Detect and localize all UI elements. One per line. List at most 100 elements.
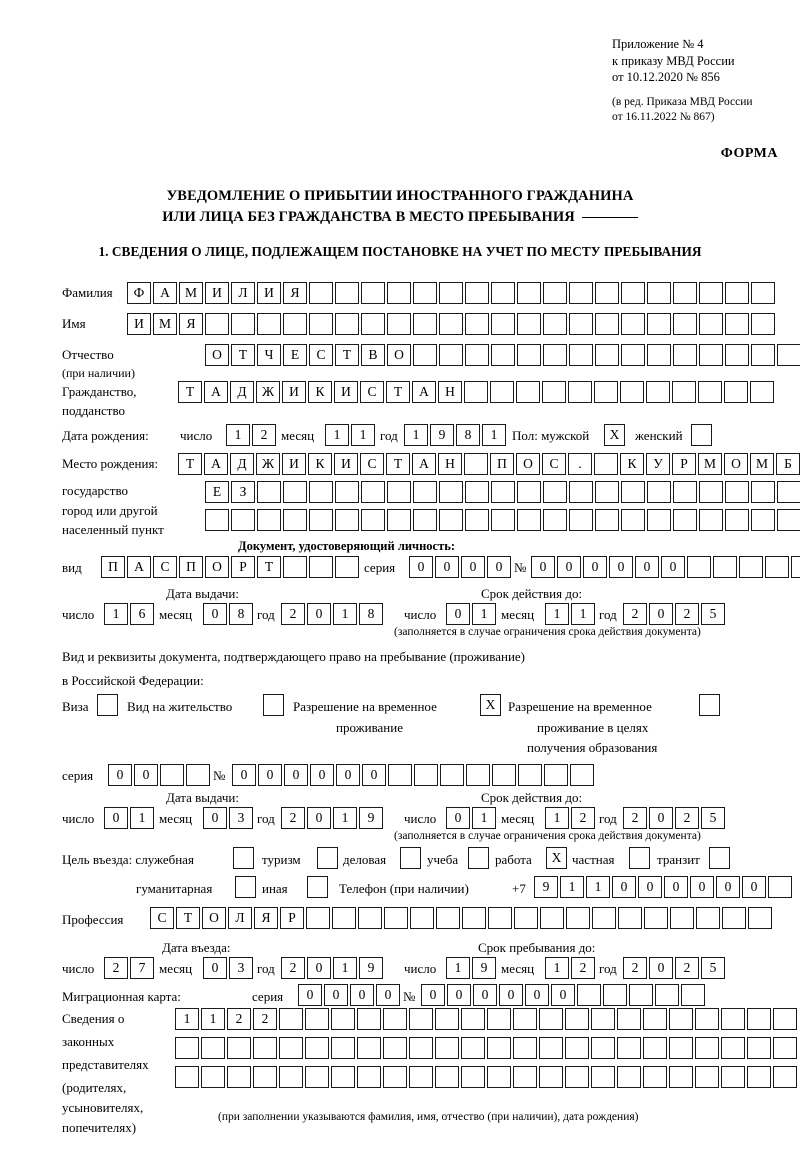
char-cell[interactable] bbox=[491, 509, 515, 531]
char-cell[interactable]: 1 bbox=[586, 876, 610, 898]
char-cell[interactable] bbox=[747, 1066, 771, 1088]
char-cell[interactable] bbox=[591, 1008, 615, 1030]
char-cell[interactable] bbox=[439, 481, 463, 503]
char-cell[interactable] bbox=[387, 282, 411, 304]
char-cell[interactable] bbox=[487, 1066, 511, 1088]
char-cell[interactable]: 1 bbox=[333, 957, 357, 979]
char-cell[interactable]: Т bbox=[178, 381, 202, 403]
char-cell[interactable]: 7 bbox=[130, 957, 154, 979]
char-cell[interactable]: 0 bbox=[421, 984, 445, 1006]
char-cell[interactable]: И bbox=[205, 282, 229, 304]
char-cell[interactable] bbox=[461, 1066, 485, 1088]
char-cell[interactable]: 1 bbox=[472, 807, 496, 829]
char-cell[interactable] bbox=[464, 453, 488, 475]
char-cell[interactable]: Е bbox=[205, 481, 229, 503]
char-cell[interactable] bbox=[283, 313, 307, 335]
char-cell[interactable] bbox=[698, 381, 722, 403]
char-cell[interactable]: 1 bbox=[545, 603, 569, 625]
char-cell[interactable] bbox=[309, 556, 333, 578]
char-cell[interactable] bbox=[279, 1066, 303, 1088]
char-cell[interactable] bbox=[777, 509, 800, 531]
char-cell[interactable]: 5 bbox=[701, 807, 725, 829]
char-cell[interactable]: 0 bbox=[531, 556, 555, 578]
char-cell[interactable]: П bbox=[490, 453, 514, 475]
char-cell[interactable] bbox=[231, 313, 255, 335]
char-cell[interactable]: Д bbox=[230, 453, 254, 475]
char-cell[interactable]: 2 bbox=[253, 1008, 277, 1030]
char-cell[interactable]: С bbox=[360, 381, 384, 403]
char-cell[interactable]: 1 bbox=[472, 603, 496, 625]
char-cell[interactable] bbox=[491, 481, 515, 503]
char-cell[interactable] bbox=[539, 1066, 563, 1088]
char-cell[interactable] bbox=[681, 984, 705, 1006]
char-cell[interactable]: Л bbox=[228, 907, 252, 929]
char-cell[interactable] bbox=[751, 344, 775, 366]
char-cell[interactable] bbox=[595, 509, 619, 531]
char-cell[interactable]: 5 bbox=[701, 957, 725, 979]
char-cell[interactable]: 0 bbox=[376, 984, 400, 1006]
char-cell[interactable] bbox=[594, 381, 618, 403]
char-cell[interactable]: Т bbox=[178, 453, 202, 475]
sex-female-checkbox[interactable] bbox=[691, 424, 712, 446]
char-cell[interactable]: З bbox=[231, 481, 255, 503]
char-cell[interactable]: О bbox=[202, 907, 226, 929]
char-cell[interactable] bbox=[673, 481, 697, 503]
char-cell[interactable]: 9 bbox=[359, 807, 383, 829]
char-cell[interactable]: 0 bbox=[446, 807, 470, 829]
char-cell[interactable]: 0 bbox=[638, 876, 662, 898]
char-cell[interactable]: Т bbox=[176, 907, 200, 929]
char-cell[interactable]: 1 bbox=[104, 603, 128, 625]
char-cell[interactable] bbox=[629, 984, 653, 1006]
char-cell[interactable] bbox=[569, 344, 593, 366]
char-cell[interactable]: 0 bbox=[203, 603, 227, 625]
char-cell[interactable]: Н bbox=[438, 381, 462, 403]
char-cell[interactable] bbox=[309, 481, 333, 503]
char-cell[interactable] bbox=[569, 509, 593, 531]
char-cell[interactable]: 2 bbox=[675, 807, 699, 829]
char-cell[interactable]: М bbox=[698, 453, 722, 475]
char-cell[interactable] bbox=[309, 509, 333, 531]
char-cell[interactable]: Р bbox=[231, 556, 255, 578]
char-cell[interactable]: 0 bbox=[435, 556, 459, 578]
char-cell[interactable]: 9 bbox=[430, 424, 454, 446]
char-cell[interactable]: А bbox=[127, 556, 151, 578]
char-cell[interactable] bbox=[361, 313, 385, 335]
char-cell[interactable]: И bbox=[282, 381, 306, 403]
char-cell[interactable]: 3 bbox=[229, 957, 253, 979]
char-cell[interactable] bbox=[435, 1037, 459, 1059]
char-cell[interactable] bbox=[618, 907, 642, 929]
char-cell[interactable] bbox=[513, 1008, 537, 1030]
char-cell[interactable] bbox=[592, 907, 616, 929]
char-cell[interactable]: 0 bbox=[649, 807, 673, 829]
char-cell[interactable] bbox=[465, 344, 489, 366]
char-cell[interactable] bbox=[591, 1037, 615, 1059]
char-cell[interactable] bbox=[465, 282, 489, 304]
char-cell[interactable]: 2 bbox=[281, 807, 305, 829]
char-cell[interactable] bbox=[621, 282, 645, 304]
char-cell[interactable] bbox=[647, 509, 671, 531]
char-cell[interactable]: Е bbox=[283, 344, 307, 366]
char-cell[interactable] bbox=[747, 1037, 771, 1059]
char-cell[interactable]: 0 bbox=[324, 984, 348, 1006]
char-cell[interactable]: Я bbox=[254, 907, 278, 929]
char-cell[interactable] bbox=[357, 1066, 381, 1088]
char-cell[interactable] bbox=[725, 313, 749, 335]
char-cell[interactable] bbox=[542, 381, 566, 403]
char-cell[interactable] bbox=[335, 556, 359, 578]
char-cell[interactable] bbox=[644, 907, 668, 929]
char-cell[interactable]: 0 bbox=[742, 876, 766, 898]
char-cell[interactable] bbox=[773, 1037, 797, 1059]
char-cell[interactable]: 0 bbox=[649, 603, 673, 625]
char-cell[interactable] bbox=[383, 1037, 407, 1059]
char-cell[interactable]: Т bbox=[231, 344, 255, 366]
char-cell[interactable] bbox=[518, 764, 542, 786]
